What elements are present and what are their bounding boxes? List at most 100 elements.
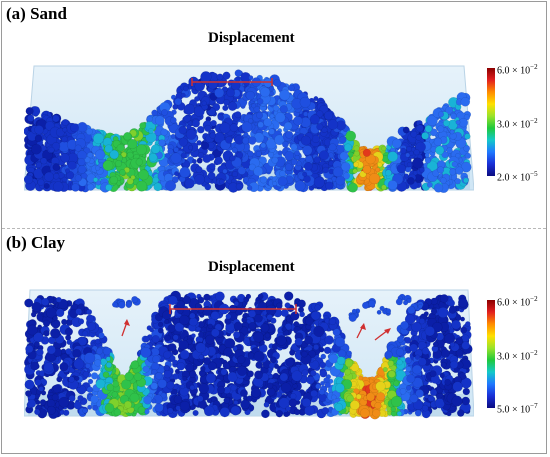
- particle: [427, 395, 435, 402]
- particle: [271, 156, 279, 164]
- particle: [70, 123, 79, 133]
- particle: [41, 297, 50, 306]
- particle: [217, 114, 224, 121]
- particle: [52, 315, 58, 321]
- particle: [410, 130, 418, 138]
- particle: [464, 133, 471, 140]
- particle: [223, 347, 233, 357]
- particle: [173, 395, 183, 404]
- particle: [148, 128, 154, 134]
- particle: [275, 302, 283, 310]
- particle: [299, 96, 311, 108]
- colorbar-a: [487, 68, 495, 176]
- particle: [439, 294, 449, 303]
- particle: [305, 154, 313, 163]
- particle: [31, 143, 42, 155]
- particle: [265, 304, 277, 316]
- particle: [150, 144, 161, 154]
- particle: [87, 404, 93, 410]
- particle: [406, 146, 412, 152]
- particle: [253, 166, 264, 177]
- particle: [309, 114, 320, 125]
- particle: [247, 150, 254, 158]
- particle: [227, 101, 238, 111]
- particle: [87, 321, 96, 331]
- particle: [52, 384, 62, 394]
- particle: [437, 166, 445, 174]
- particle: [313, 344, 320, 351]
- particle: [349, 400, 360, 411]
- particle: [164, 319, 170, 325]
- particle: [301, 397, 312, 408]
- particle: [52, 114, 60, 123]
- particle: [294, 337, 303, 346]
- particle: [87, 152, 93, 158]
- particle: [426, 114, 438, 127]
- particle: [183, 115, 191, 123]
- particle: [406, 297, 412, 304]
- particle: [457, 409, 465, 417]
- particle: [328, 353, 339, 364]
- particle: [313, 96, 319, 102]
- particle: [143, 395, 153, 405]
- particle: [136, 180, 148, 192]
- particle: [321, 126, 328, 134]
- particle: [106, 383, 115, 392]
- particle: [67, 160, 77, 170]
- particle: [68, 376, 75, 383]
- particle: [279, 105, 288, 114]
- particle: [61, 135, 68, 143]
- particle: [149, 327, 155, 333]
- particle: [294, 150, 301, 156]
- particle: [233, 301, 240, 307]
- particle: [119, 178, 125, 184]
- particle: [43, 183, 50, 189]
- particle: [130, 175, 136, 180]
- particle: [163, 350, 172, 359]
- particle: [412, 364, 422, 375]
- particle: [277, 176, 288, 187]
- particle: [303, 175, 311, 183]
- particle: [313, 156, 321, 164]
- particle: [123, 132, 132, 141]
- particle: [131, 295, 139, 303]
- particle: [424, 326, 435, 337]
- particle: [179, 383, 186, 390]
- particle: [119, 169, 126, 176]
- particle: [366, 392, 375, 402]
- particle: [71, 183, 80, 192]
- particle: [214, 87, 225, 98]
- particle: [429, 370, 437, 378]
- particle: [288, 398, 298, 408]
- particle: [77, 394, 84, 402]
- colorbar-a-min: 2.0 × 10−5: [497, 170, 538, 184]
- particle: [415, 134, 422, 141]
- particle: [87, 378, 94, 385]
- particle: [381, 145, 387, 151]
- clay-particle-simulation: [24, 289, 474, 420]
- particle: [24, 298, 34, 308]
- particle: [167, 148, 174, 155]
- particle: [342, 172, 350, 180]
- particle: [407, 305, 416, 315]
- particle: [272, 104, 280, 112]
- particle: [192, 409, 199, 417]
- particle: [229, 155, 236, 162]
- particle: [314, 304, 322, 312]
- particle: [235, 183, 243, 191]
- colorbar-b-min: 5.0 × 10−7: [497, 402, 538, 416]
- particle: [142, 335, 150, 343]
- particle: [264, 332, 271, 339]
- particle: [414, 409, 422, 417]
- particle: [116, 143, 125, 152]
- particle: [429, 128, 438, 137]
- particle: [151, 109, 158, 117]
- particle: [55, 308, 65, 318]
- particle: [64, 327, 74, 336]
- panel-a-title: Displacement: [208, 30, 295, 46]
- particle: [31, 301, 42, 312]
- particle: [279, 89, 291, 101]
- particle: [236, 355, 246, 364]
- particle: [292, 383, 298, 389]
- particle: [290, 311, 300, 321]
